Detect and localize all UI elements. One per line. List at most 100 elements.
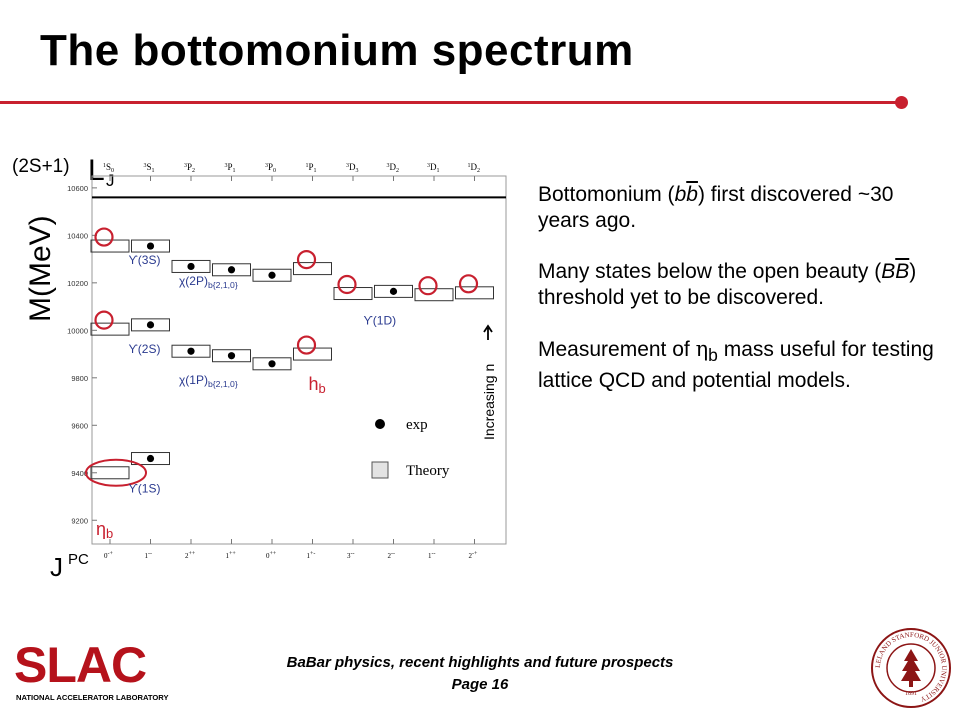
- upsilon-3s-label: ϒ(3S): [129, 253, 161, 267]
- term-label-prefix: (2S+1): [12, 156, 70, 177]
- theory-level-box: [171, 259, 211, 273]
- theory-level-box: [414, 288, 454, 302]
- increasing-n-arrow-icon: [483, 324, 493, 340]
- slac-logo-subtext: NATIONAL ACCELERATOR LABORATORY: [16, 693, 169, 702]
- undiscovered-state-circle: [458, 274, 479, 294]
- hb-label: hb: [309, 374, 326, 396]
- stanford-seal-icon: LELAND STANFORD JUNIOR UNIVERSITY 1891: [871, 628, 951, 708]
- term-column-label: 3D1: [427, 162, 440, 174]
- chi-2p-label: χ(2P)b{2,1,0}: [179, 274, 238, 290]
- mass-axis-label: M(MeV): [24, 215, 57, 322]
- y-tick-label: 9200: [71, 516, 88, 525]
- slide-title: The bottomonium spectrum: [40, 26, 634, 75]
- slac-logo-wordmark: SLAC: [14, 640, 146, 693]
- seal-tree-icon: [901, 649, 921, 687]
- term-label-main: L: [88, 154, 105, 187]
- bullet-discovery: Bottomonium (bb) first discovered ~30 ye…: [538, 183, 894, 232]
- theory-level-box: [252, 357, 292, 371]
- jpc-column-label: 0++: [266, 551, 277, 560]
- footer-talk-title: BaBar physics, recent highlights and fut…: [286, 654, 674, 671]
- jpc-column-label: 1+-: [307, 551, 316, 560]
- term-column-label: 3P2: [184, 162, 195, 174]
- term-column-label: 3D3: [346, 162, 359, 174]
- exp-point: [227, 266, 236, 274]
- legend-theory-label: Theory: [406, 463, 450, 479]
- theory-level-box: [131, 239, 170, 253]
- title-underline-dot: [895, 96, 908, 109]
- theory-level-box: [90, 322, 130, 336]
- theory-level-box: [252, 268, 292, 282]
- exp-point: [187, 347, 195, 355]
- etab-label: ηb: [96, 519, 113, 541]
- theory-level-box: [293, 347, 332, 361]
- seal-year: 1891: [905, 691, 917, 697]
- undiscovered-state-circle: [94, 227, 114, 247]
- chi-1p-label: χ(1P)b{2,1,0}: [179, 373, 238, 389]
- y-tick-label: 9600: [71, 421, 88, 430]
- exp-point: [389, 287, 398, 295]
- theory-level-box: [90, 239, 130, 253]
- exp-point: [268, 271, 276, 279]
- exp-point: [268, 360, 276, 368]
- term-column-label: 1S0: [103, 162, 114, 174]
- jpc-column-label: 1++: [226, 551, 237, 560]
- jpc-column-label: 1--: [428, 551, 436, 560]
- theory-level-box: [171, 344, 211, 358]
- jpc-column-label: 3--: [347, 551, 355, 560]
- legend-theory-marker: [371, 461, 389, 479]
- exp-point: [227, 352, 236, 360]
- plot-frame: [91, 175, 507, 545]
- y-tick-label: 9800: [71, 374, 88, 383]
- upsilon-1s-label: ϒ(1S): [129, 482, 161, 496]
- y-tick-label: 10600: [67, 184, 88, 193]
- theory-level-box: [333, 287, 373, 301]
- upsilon-1d-label: ϒ(1D): [364, 314, 397, 328]
- term-column-label: 1P1: [306, 162, 317, 174]
- bullet-list: Bottomonium (bb) first discovered ~30 ye…: [538, 182, 938, 419]
- theory-level-box: [212, 263, 251, 277]
- theory-level-box: [131, 452, 170, 466]
- exp-point: [146, 242, 155, 250]
- y-tick-label: 10200: [67, 279, 88, 288]
- theory-level-box: [90, 466, 130, 480]
- term-column-label: 3P1: [225, 162, 236, 174]
- exp-point: [187, 262, 195, 271]
- bullet-etab-measurement: Measurement of ηb mass useful for testin…: [538, 337, 934, 393]
- jpc-column-label: 0-+: [104, 551, 113, 560]
- jpc-column-label: 2--: [388, 551, 396, 560]
- legend-exp-label: exp: [406, 417, 428, 433]
- undiscovered-state-circle: [296, 335, 317, 355]
- theory-level-box: [212, 349, 251, 363]
- theory-level-box: [374, 284, 413, 298]
- upsilon-2s-label: ϒ(2S): [129, 342, 161, 356]
- undiscovered-state-circle: [337, 274, 357, 295]
- increasing-n-label: Increasing n: [481, 364, 497, 440]
- y-tick-label: 9400: [71, 469, 88, 478]
- term-column-label: 1D2: [468, 162, 481, 174]
- bullet-threshold: Many states below the open beauty (BB) t…: [538, 260, 917, 309]
- exp-point: [146, 321, 155, 329]
- term-column-label: 3P0: [265, 162, 276, 174]
- jpc-column-label: 1--: [145, 551, 153, 560]
- footer-page-number: Page 16: [451, 676, 509, 693]
- jpc-label: J: [50, 552, 63, 582]
- undiscovered-state-circle: [94, 310, 114, 330]
- theory-level-box: [131, 318, 170, 332]
- slac-logo: SLAC NATIONAL ACCELERATOR LABORATORY: [14, 640, 169, 702]
- theory-level-box: [455, 286, 494, 300]
- y-tick-label: 10000: [67, 326, 88, 335]
- y-tick-label: 10400: [67, 231, 88, 240]
- term-column-label: 3S1: [144, 162, 155, 174]
- legend-exp-marker: [375, 419, 385, 429]
- jpc-column-label: 2++: [185, 551, 196, 560]
- term-column-label: 3D2: [387, 162, 400, 174]
- exp-point: [146, 454, 155, 463]
- etab-highlight-ellipse: [85, 458, 147, 487]
- theory-level-box: [293, 262, 332, 276]
- undiscovered-state-circle: [418, 276, 438, 296]
- jpc-superscript: PC: [68, 551, 89, 568]
- undiscovered-state-circle: [296, 249, 317, 270]
- jpc-column-label: 2-+: [469, 551, 478, 560]
- title-underline: [0, 101, 902, 104]
- bottomonium-spectrum-diagram: (2S+1) L J M(MeV) J PC Increasing n 1060…: [12, 154, 507, 582]
